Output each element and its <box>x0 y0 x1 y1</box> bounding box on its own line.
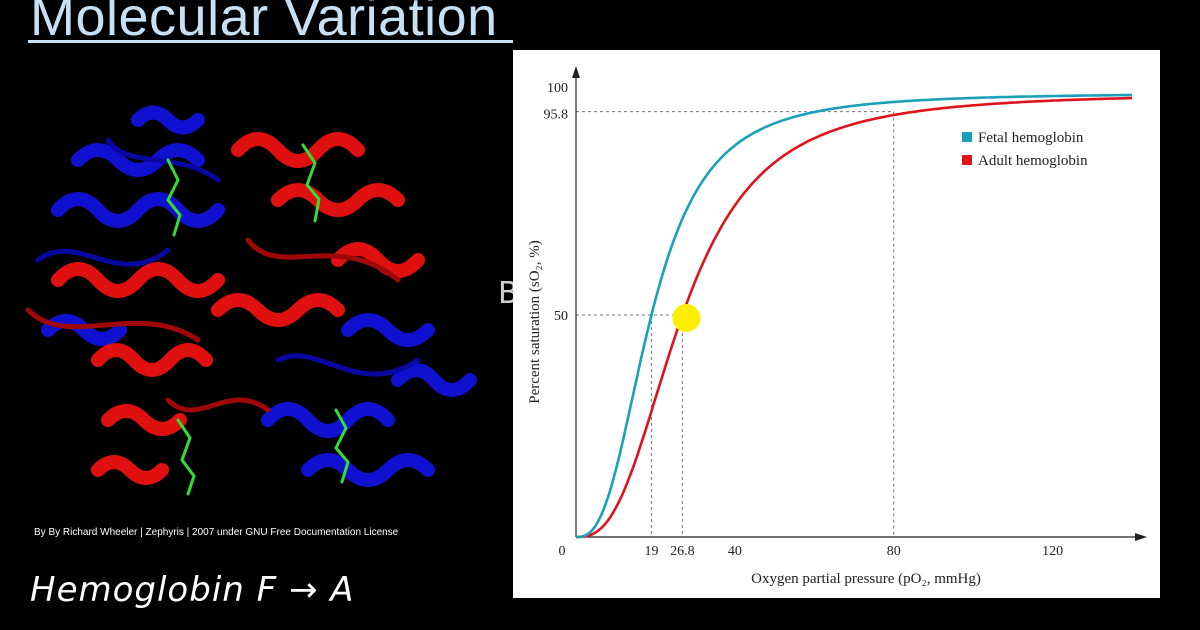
teal-square-icon <box>962 132 972 142</box>
x-tick-label: 0 <box>559 544 566 559</box>
x-tick-label: 120 <box>1042 544 1063 559</box>
tick-labels: 0 19 26.8 40 80 120 50 95.8 100 <box>544 81 1064 559</box>
y-axis-arrow <box>572 66 580 78</box>
legend-label-adult: Adult hemoglobin <box>978 153 1088 169</box>
reference-lines <box>576 111 895 537</box>
series-line-adult <box>576 96 1132 539</box>
image-credit: By By Richard Wheeler | Zephyris | 2007 … <box>34 527 399 538</box>
y-tick-label: 100 <box>547 81 568 96</box>
x-tick-label: 40 <box>728 544 742 559</box>
red-square-icon <box>962 155 972 165</box>
y-axis-label: Percent saturation (sO₂, %) <box>527 240 543 404</box>
x-axis-arrow <box>1135 533 1147 541</box>
legend-label-fetal: Fetal hemoglobin <box>978 130 1084 146</box>
series-line-fetal <box>576 93 1132 539</box>
x-tick-label: 19 <box>644 544 658 559</box>
oxygen-dissociation-chart: 0 19 26.8 40 80 120 50 95.8 100 Oxygen partial p… <box>527 66 1147 587</box>
slide-title: Molecular Variation <box>30 0 498 47</box>
handwritten-note: Hemoglobin F → A <box>30 570 355 610</box>
hemoglobin-structure-image <box>25 105 477 496</box>
x-axis-label: Oxygen partial pressure (pO₂, mmHg) <box>751 571 981 587</box>
chart-panel: 0 19 26.8 40 80 120 50 95.8 100 Oxygen partial p… <box>513 50 1160 598</box>
y-tick-label: 95.8 <box>544 108 569 123</box>
x-tick-label: 80 <box>887 544 901 559</box>
y-tick-label: 50 <box>554 309 568 324</box>
title-underline <box>28 40 513 43</box>
yellow-dot-icon <box>672 304 701 332</box>
legend: Fetal hemoglobin Adult hemoglobin <box>962 130 1088 169</box>
x-tick-label: 26.8 <box>670 544 695 559</box>
